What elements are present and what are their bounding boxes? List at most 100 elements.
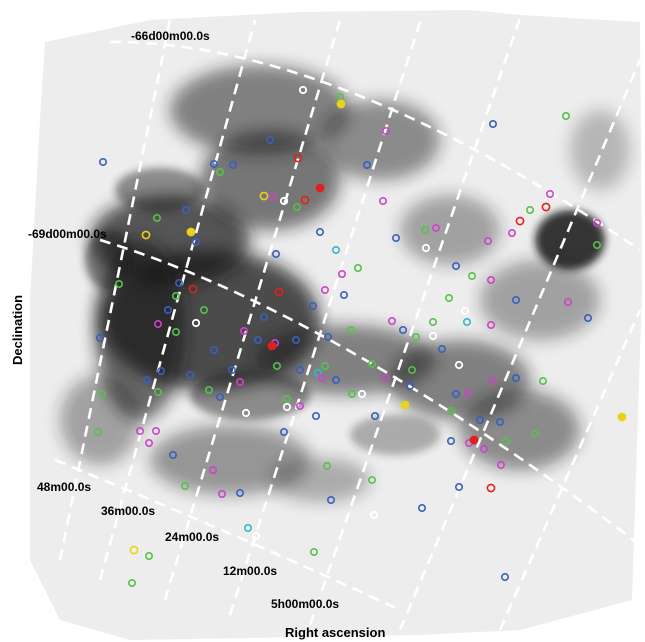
source-marker-blue [229,161,238,170]
source-marker-green [200,305,209,314]
source-marker-green [538,376,547,385]
source-marker-cyan [313,368,322,377]
source-marker-green [411,332,420,341]
source-marker-magenta [483,237,492,246]
source-marker-magenta [236,377,245,386]
source-marker-blue [446,436,455,445]
source-marker-magenta [381,373,390,382]
source-marker-blue [500,572,509,581]
ra-line-4h36 [498,309,642,631]
source-marker-blue [331,375,340,384]
source-marker-green [98,389,107,398]
source-marker-blue [236,488,245,497]
source-marker-blue [157,366,166,375]
ra-label-00: 5h00m00.0s [271,597,339,611]
source-marker-blue [210,345,219,354]
source-marker-white [357,389,367,399]
source-marker-blue [451,261,460,270]
source-marker-red [469,435,479,445]
source-marker-yellow [617,412,627,422]
source-marker-blue [182,206,191,215]
source-marker-blue [228,365,237,374]
source-marker-magenta [317,373,326,382]
source-marker-green [592,241,601,250]
source-marker-blue [96,333,105,342]
dec-label-69: -69d00m00.0s [28,227,107,241]
source-marker-blue [295,365,304,374]
source-marker-green [353,263,362,272]
source-marker-cyan [244,523,253,532]
source-marker-blue [169,450,178,459]
source-marker-blue [143,375,152,384]
source-marker-magenta [387,316,396,325]
dec-label-66: -66d00m00.0s [131,29,210,43]
source-marker-green [154,387,163,396]
source-marker-magenta [320,285,329,294]
source-marker-blue [186,370,195,379]
ra-line-12 [228,21,422,616]
source-marker-blue [475,415,484,424]
x-axis-title: Right ascension [285,625,385,640]
source-marker-magenta [545,190,554,199]
source-marker-yellow [129,545,139,555]
source-marker-blue [370,411,379,420]
source-marker-blue [216,392,225,401]
ra-line-24 [163,19,342,601]
source-marker-blue [175,278,184,287]
source-marker-white [241,408,251,418]
source-marker-green [501,436,510,445]
source-marker-blue [259,312,268,321]
source-marker-green [172,327,181,336]
ra-line-36 [98,19,257,581]
source-marker-blue [437,344,446,353]
source-marker-green [205,385,214,394]
source-marker-green [172,291,181,300]
source-marker-white [428,331,438,341]
source-marker-yellow [336,99,346,109]
dec-line-72 [54,458,401,612]
source-marker-yellow [259,191,269,201]
source-marker-magenta [218,489,227,498]
dec-line-66 [109,40,641,252]
source-marker-blue [323,332,332,341]
source-marker-green [292,203,301,212]
source-marker-green [128,578,137,587]
source-marker-magenta [486,320,495,329]
source-marker-magenta [378,197,387,206]
source-marker-red [188,284,198,294]
source-marker-yellow [186,227,196,237]
source-marker-green [309,547,318,556]
source-marker-blue [254,335,263,344]
source-marker-green [322,461,331,470]
coordinate-grid [54,17,642,631]
source-marker-white [298,85,308,95]
source-marker-magenta [145,438,154,447]
source-marker-magenta [136,426,145,435]
source-marker-blue [210,160,219,169]
source-marker-green [467,271,476,280]
source-marker-red [515,216,525,226]
source-marker-red [315,183,325,193]
source-marker-magenta [209,465,218,474]
source-marker-green [420,226,429,235]
source-marker-green [216,168,225,177]
ra-line-48 [58,19,172,561]
source-marker-white [421,243,431,253]
source-marker-white [279,196,289,206]
source-marker-green [446,406,455,415]
source-marker-green [444,293,453,302]
source-marker-green [282,394,291,403]
ra-label-36: 36m00.0s [101,504,155,518]
source-marker-blue [398,325,407,334]
source-markers [94,85,627,587]
y-axis-title: Declination [10,295,25,365]
source-marker-green [525,206,534,215]
source-marker-green [181,481,190,490]
source-marker-red [267,341,277,351]
source-marker-magenta [592,219,601,228]
source-marker-yellow [400,400,410,410]
source-marker-green [428,317,437,326]
source-marker-magenta [479,444,488,453]
source-marker-green [407,365,416,374]
